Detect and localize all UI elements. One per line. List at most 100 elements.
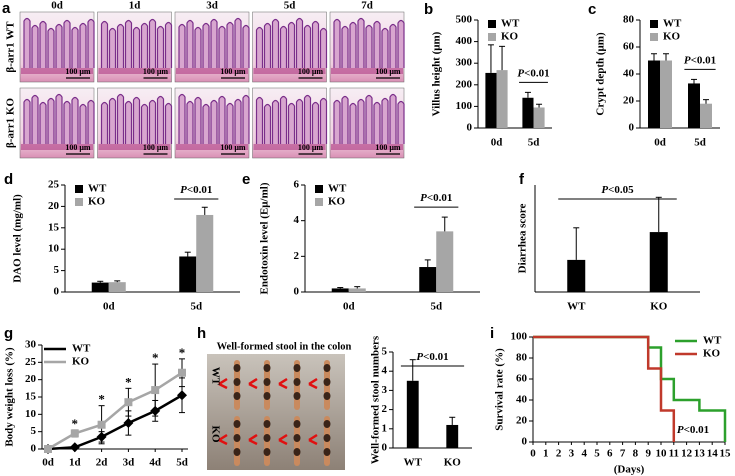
row-label: β-arr1 KO: [5, 98, 17, 149]
stool-pellet: [293, 364, 301, 372]
x-tick-label: 9: [645, 448, 651, 460]
villus: [311, 20, 320, 68]
mucosa-band: [331, 144, 403, 150]
x-tick-label: KO: [650, 301, 668, 313]
x-tick-label: 3: [569, 448, 575, 460]
panel-letter: b: [424, 1, 433, 18]
point: [123, 418, 134, 428]
villus: [71, 26, 79, 68]
bar: [496, 70, 508, 128]
row-label: KO: [209, 425, 221, 443]
mucosa-band: [331, 68, 403, 74]
y-tick-label: 6: [294, 179, 300, 191]
y-tick-label: 0: [467, 122, 473, 134]
villus: [218, 25, 226, 68]
villus: [140, 103, 149, 144]
panel-letter: h: [197, 325, 206, 342]
villus: [365, 24, 373, 68]
point: [44, 445, 52, 453]
bar: [179, 256, 197, 292]
villus: [263, 22, 272, 68]
x-tick-label: 15: [720, 448, 732, 460]
y-tick-label: 400: [456, 35, 473, 47]
stool-pellet: [233, 434, 241, 442]
villus: [79, 103, 87, 144]
villus: [71, 96, 79, 144]
x-tick-label: 14: [707, 448, 719, 460]
villus: [100, 20, 109, 68]
significance-label: P<0.01: [684, 54, 716, 66]
y-tick-label: 20: [623, 95, 635, 107]
stool-pellet: [323, 378, 331, 386]
stool-pellet: [263, 392, 271, 400]
x-tick-label: 0d: [654, 137, 666, 149]
y-tick-label: 1: [382, 422, 388, 434]
villus: [373, 20, 381, 68]
bar: [446, 424, 459, 448]
y-tick-label: 40: [623, 68, 635, 80]
stool-pellet: [233, 392, 241, 400]
y-tick-label: 30: [25, 339, 37, 351]
villus: [397, 19, 405, 68]
bar: [649, 232, 668, 292]
villus: [164, 102, 173, 144]
point: [97, 420, 106, 429]
x-tick-label: 0d: [491, 137, 503, 149]
x-tick-label: 0d: [42, 457, 54, 469]
legend-label: WT: [328, 183, 347, 195]
mucosa-band: [21, 68, 93, 74]
villus: [23, 98, 31, 144]
bar: [331, 288, 349, 292]
significance-label: P<0.01: [517, 67, 549, 79]
significance-star: *: [72, 416, 79, 431]
villus: [349, 102, 357, 144]
mucosa-band: [253, 68, 326, 74]
x-tick-label: 10: [656, 448, 668, 460]
column-label: 0d: [51, 0, 63, 12]
y-tick-label: 0: [629, 122, 635, 134]
image-title: Well-formed stool in the colon: [217, 341, 352, 352]
villus: [116, 23, 125, 68]
stool-pellet: [263, 378, 271, 386]
x-tick-label: 12: [681, 448, 693, 460]
villus: [311, 101, 320, 144]
stool-pellet: [293, 392, 301, 400]
y-axis-label: Villus height (μm): [431, 31, 443, 116]
scale-bar-label: 100 μm: [220, 143, 246, 152]
villus: [186, 19, 194, 68]
x-tick-label: 8: [633, 448, 639, 460]
villus: [140, 22, 149, 68]
x-tick-label: 11: [669, 448, 679, 460]
villus: [186, 100, 194, 144]
y-tick-label: 20: [25, 373, 37, 385]
legend-label: KO: [663, 31, 681, 43]
villus: [255, 96, 264, 144]
arrow: [278, 433, 288, 446]
y-tick-label: 4: [294, 214, 300, 226]
villus: [357, 17, 365, 68]
bar: [533, 107, 545, 128]
stool-pellet: [233, 420, 241, 428]
bar: [485, 72, 497, 128]
column-label: 3d: [206, 0, 218, 12]
villus: [287, 21, 296, 68]
villus: [148, 18, 157, 68]
legend-swatch: [315, 198, 323, 206]
y-tick-label: 20: [516, 415, 528, 427]
y-tick-label: 80: [516, 352, 528, 364]
villus: [210, 99, 218, 144]
villus: [31, 94, 39, 144]
arrow: [248, 377, 258, 390]
row-label: β-arr1 WT: [5, 21, 17, 73]
bar: [108, 282, 126, 292]
x-tick-label: 0d: [343, 301, 355, 313]
villus: [218, 95, 226, 144]
villus: [226, 102, 234, 144]
villus: [319, 97, 328, 144]
y-tick-label: 100: [511, 331, 528, 343]
stool-pellet: [293, 448, 301, 456]
stool-pellet: [293, 434, 301, 442]
scale-bar-label: 100 μm: [298, 67, 324, 76]
legend-label: WT: [88, 183, 107, 195]
x-tick-label: 4: [581, 448, 587, 460]
